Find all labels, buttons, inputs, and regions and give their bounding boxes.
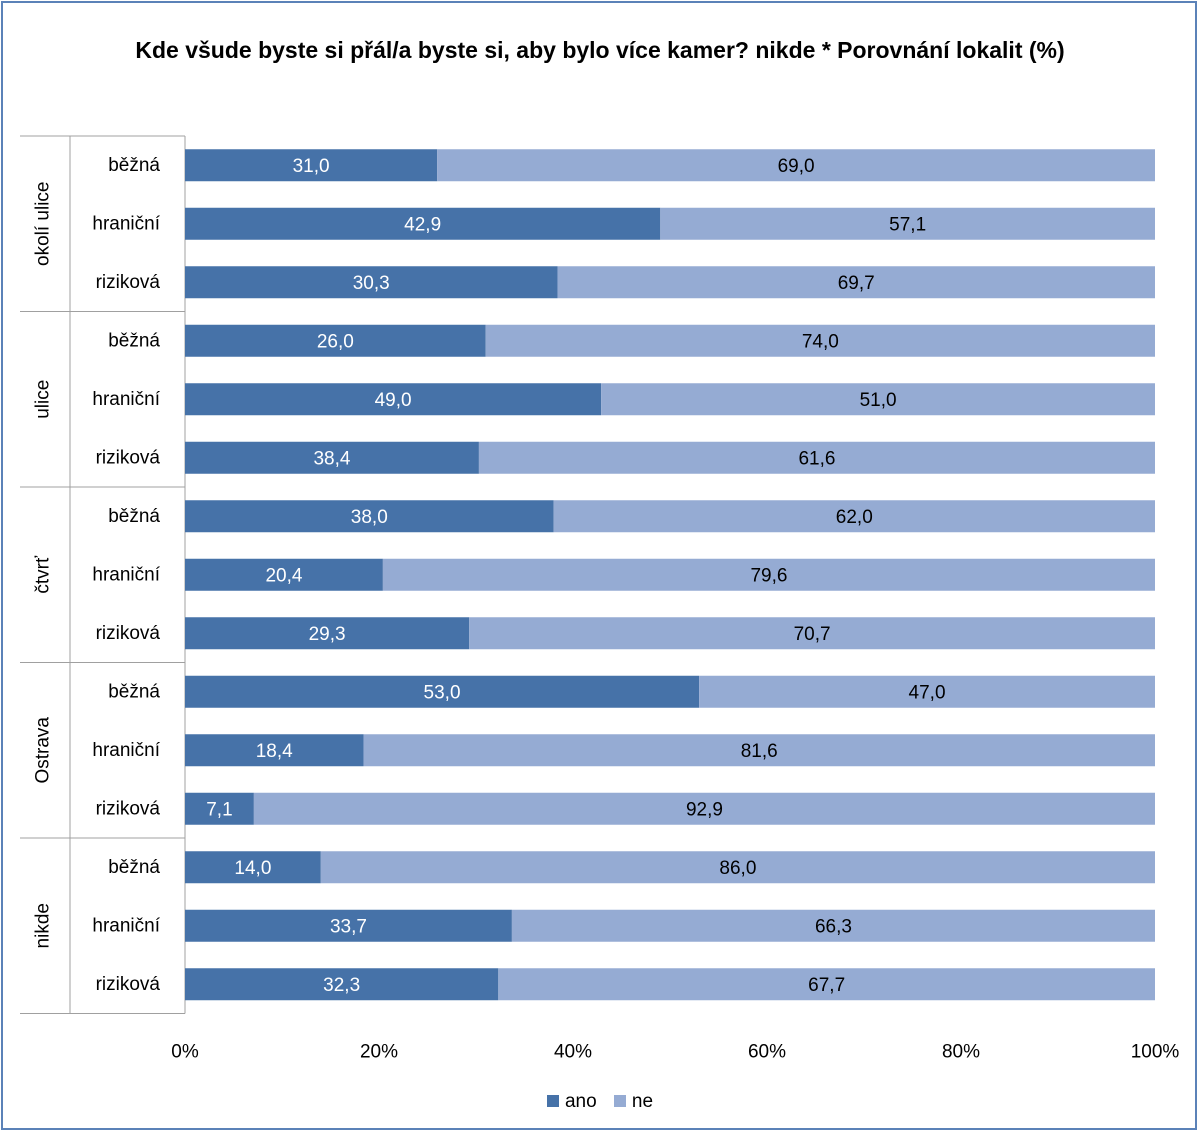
- legend-item-ano: ano: [546, 1091, 597, 1113]
- data-label-ano: 30,3: [353, 273, 390, 294]
- bar-ano: [185, 792, 254, 825]
- group-label: ulice: [33, 380, 54, 419]
- data-label-ano: 33,7: [330, 916, 367, 937]
- data-label-ano: 31,0: [293, 156, 330, 177]
- data-label-ano: 18,4: [256, 741, 293, 762]
- bar-ano: [185, 149, 438, 182]
- data-label-ne: 61,6: [798, 448, 835, 469]
- row-label: běžná: [108, 506, 160, 527]
- data-label-ne: 81,6: [741, 741, 778, 762]
- row-label: riziková: [96, 974, 161, 995]
- data-label-ano: 20,4: [265, 565, 302, 586]
- bar-ano: [185, 968, 499, 1001]
- data-label-ne: 66,3: [815, 916, 852, 937]
- legend-swatch-ne: [613, 1095, 626, 1107]
- bar-ne: [363, 734, 1156, 767]
- bar-ne: [469, 617, 1156, 650]
- data-label-ne: 74,0: [802, 331, 839, 352]
- data-label-ne: 70,7: [794, 624, 831, 645]
- row-label: hraniční: [92, 213, 160, 234]
- bar-ne: [498, 968, 1155, 1001]
- x-tick-label: 60%: [748, 1042, 786, 1063]
- bar-ano: [185, 383, 602, 416]
- bar-ano: [185, 266, 558, 299]
- bar-ne: [601, 383, 1155, 416]
- group-label: čtvrť: [33, 555, 54, 594]
- data-label-ano: 26,0: [317, 331, 354, 352]
- data-label-ano: 38,0: [351, 507, 388, 528]
- bar-ano: [185, 734, 364, 767]
- bar-ne: [660, 207, 1155, 240]
- bar-ne: [485, 324, 1155, 357]
- data-label-ne: 47,0: [909, 682, 946, 703]
- row-label: hraniční: [92, 564, 160, 585]
- bar-ano: [185, 617, 470, 650]
- bar-ne: [511, 909, 1155, 942]
- legend-label-ano: ano: [564, 1091, 597, 1112]
- data-label-ne: 79,6: [750, 565, 787, 586]
- row-label: riziková: [96, 447, 161, 468]
- chart-title: Kde všude byste si přál/a byste si, aby …: [135, 37, 1065, 63]
- x-tick-label: 100%: [1131, 1042, 1180, 1063]
- bar-ano: [185, 558, 383, 591]
- legend-swatch-ano: [546, 1095, 559, 1107]
- legend: ano ne: [0, 1091, 1200, 1113]
- x-tick-label: 0%: [171, 1042, 199, 1063]
- data-label-ne: 67,7: [808, 975, 845, 996]
- data-label-ano: 29,3: [309, 624, 346, 645]
- row-label: běžná: [108, 681, 160, 702]
- row-label: běžná: [108, 857, 160, 878]
- bar-ano: [185, 851, 321, 884]
- row-label: běžná: [108, 330, 160, 351]
- row-label: riziková: [96, 798, 161, 819]
- data-label-ano: 7,1: [206, 799, 232, 820]
- bar-ne: [320, 851, 1155, 884]
- bar-ano: [185, 441, 479, 474]
- x-tick-label: 40%: [554, 1042, 592, 1063]
- row-label: hraniční: [92, 915, 160, 936]
- row-label: riziková: [96, 623, 161, 644]
- bar-ano: [185, 324, 486, 357]
- data-label-ne: 86,0: [719, 858, 756, 879]
- row-label: hraniční: [92, 389, 160, 410]
- bar-ne: [557, 266, 1155, 299]
- bar-ne: [382, 558, 1155, 591]
- data-label-ne: 69,7: [838, 273, 875, 294]
- data-label-ano: 42,9: [404, 214, 441, 235]
- group-label: okolí ulice: [33, 182, 54, 267]
- bar-ano: [185, 675, 700, 708]
- row-label: hraniční: [92, 740, 160, 761]
- x-tick-label: 80%: [942, 1042, 980, 1063]
- bar-ne: [699, 675, 1155, 708]
- legend-item-ne: ne: [613, 1091, 654, 1113]
- bar-ano: [185, 909, 512, 942]
- data-label-ano: 53,0: [424, 682, 461, 703]
- x-tick-label: 20%: [360, 1042, 398, 1063]
- group-label: nikde: [33, 903, 54, 948]
- data-label-ne: 92,9: [686, 799, 723, 820]
- row-label: běžná: [108, 155, 160, 176]
- bar-ne: [253, 792, 1155, 825]
- bar-ne: [478, 441, 1155, 474]
- data-label-ano: 32,3: [323, 975, 360, 996]
- group-label: Ostrava: [33, 717, 54, 784]
- data-label-ano: 49,0: [375, 390, 412, 411]
- bar-ano: [185, 500, 554, 533]
- bar-ano: [185, 207, 661, 240]
- data-label-ne: 69,0: [778, 156, 815, 177]
- data-label-ano: 38,4: [313, 448, 350, 469]
- data-label-ne: 57,1: [889, 214, 926, 235]
- data-label-ne: 51,0: [860, 390, 897, 411]
- data-label-ano: 14,0: [234, 858, 271, 879]
- bar-ne: [553, 500, 1155, 533]
- data-label-ne: 62,0: [836, 507, 873, 528]
- row-label: riziková: [96, 272, 161, 293]
- bar-ne: [437, 149, 1155, 182]
- legend-label-ne: ne: [631, 1091, 654, 1112]
